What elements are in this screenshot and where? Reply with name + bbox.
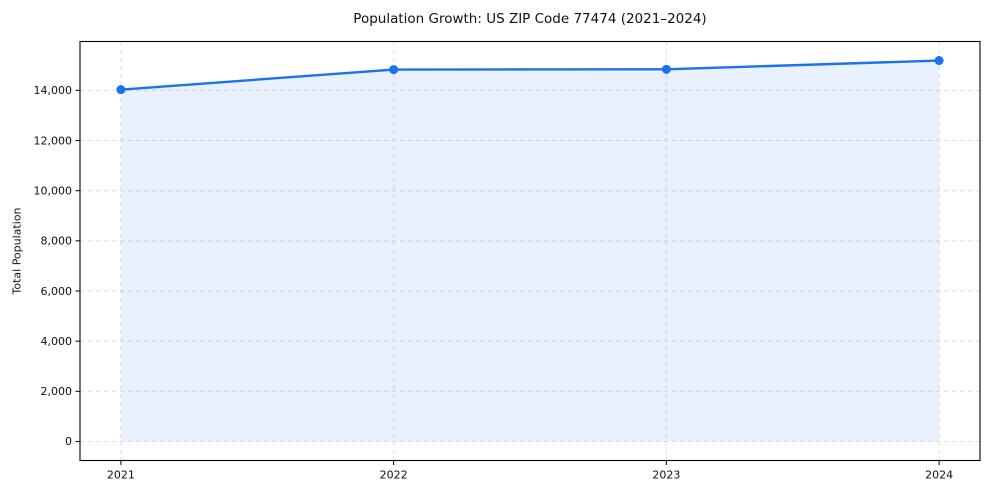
- data-point-marker: [116, 85, 126, 95]
- y-tick-label: 6,000: [41, 285, 73, 298]
- x-tick-label: 2021: [107, 469, 135, 482]
- x-tick-label: 2024: [925, 469, 953, 482]
- y-tick-label: 2,000: [41, 385, 73, 398]
- plot-frame: [79, 40, 981, 462]
- y-tick-label: 8,000: [41, 235, 73, 248]
- chart-title: Population Growth: US ZIP Code 77474 (20…: [353, 11, 707, 27]
- data-point-marker: [389, 65, 399, 75]
- y-tick-label: 10,000: [34, 184, 73, 197]
- data-point-marker: [934, 56, 944, 66]
- series-line: [119, 59, 941, 91]
- y-tick-label: 0: [65, 435, 72, 448]
- y-tick-label: 4,000: [41, 335, 73, 348]
- area-fill: [120, 60, 940, 442]
- x-tick-label: 2022: [380, 469, 408, 482]
- y-tick-label: 14,000: [34, 84, 73, 97]
- y-tick-label: 12,000: [34, 134, 73, 147]
- x-tick-label: 2023: [652, 469, 680, 482]
- data-point-marker: [661, 64, 671, 74]
